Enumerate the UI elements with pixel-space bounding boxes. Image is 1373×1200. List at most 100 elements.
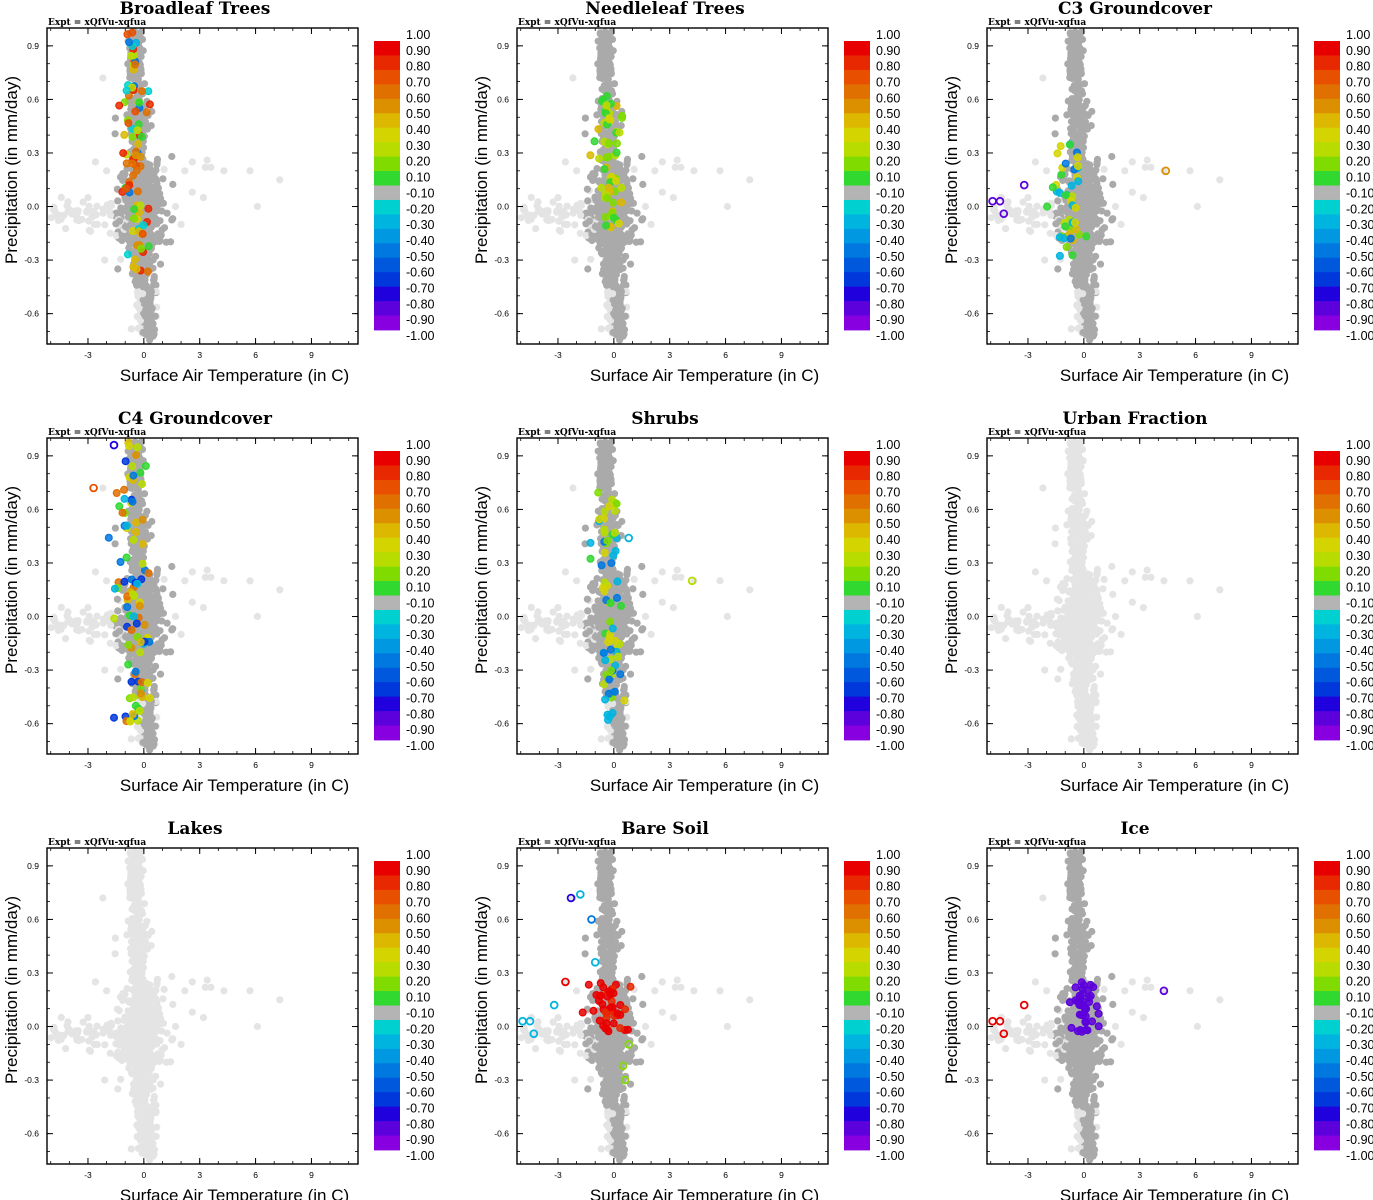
- data-point: [602, 91, 611, 100]
- data-point: [1061, 191, 1070, 200]
- background-point: [584, 197, 592, 205]
- background-point: [145, 323, 153, 331]
- data-point: [131, 701, 140, 710]
- background-point: [101, 666, 109, 674]
- data-point: [604, 139, 613, 148]
- data-point: [122, 521, 131, 530]
- background-point: [596, 60, 604, 68]
- colorbar-swatch: [374, 84, 400, 100]
- background-point: [188, 598, 196, 606]
- colorbar-swatch: [374, 185, 400, 201]
- background-point: [134, 313, 142, 321]
- background-point: [53, 212, 62, 220]
- background-point: [616, 230, 624, 238]
- background-point: [103, 201, 111, 209]
- colorbar-label: 0.90: [876, 44, 900, 58]
- background-point: [1085, 323, 1093, 331]
- background-point: [677, 163, 685, 171]
- background-point: [1084, 189, 1093, 197]
- colorbar-swatch: [1314, 199, 1340, 215]
- background-point: [85, 202, 93, 210]
- data-point: [595, 154, 604, 163]
- colorbar-label: 0.90: [406, 454, 430, 468]
- colorbar: 1.000.900.800.700.600.500.400.300.200.10…: [1314, 28, 1373, 343]
- background-point: [99, 619, 107, 627]
- data-point: [586, 151, 595, 160]
- colorbar-swatch: [844, 228, 870, 244]
- background-point: [84, 194, 92, 202]
- background-point: [600, 81, 608, 90]
- colorbar-label: -0.20: [1346, 202, 1373, 216]
- background-point: [142, 211, 150, 220]
- background-point: [124, 634, 132, 643]
- background-point: [1041, 256, 1049, 264]
- background-point: [669, 194, 678, 202]
- background-point: [145, 733, 153, 741]
- data-point: [126, 717, 135, 726]
- background-point: [1128, 188, 1136, 196]
- background-point: [1046, 229, 1054, 237]
- colorbar-label: -0.40: [1346, 234, 1373, 248]
- background-point: [148, 171, 156, 180]
- background-point: [617, 288, 626, 296]
- colorbar-label: -0.50: [406, 660, 435, 674]
- data-point: [136, 201, 145, 210]
- background-point: [132, 562, 140, 570]
- colorbar-label: -0.10: [406, 596, 435, 610]
- background-point: [1068, 270, 1076, 278]
- background-point: [83, 618, 91, 626]
- background-point: [139, 521, 147, 530]
- background-point: [168, 562, 176, 571]
- background-point: [1054, 265, 1062, 273]
- data-point: [1067, 181, 1076, 190]
- background-point: [127, 325, 135, 333]
- x-tick-label: 0: [141, 350, 146, 360]
- data-point: [130, 205, 139, 214]
- colorbar-swatch: [1314, 69, 1340, 85]
- background-point: [93, 202, 101, 210]
- background-point: [1082, 199, 1091, 207]
- background-point: [1088, 171, 1096, 180]
- data-point: [128, 710, 137, 719]
- data-point: [995, 196, 1005, 206]
- data-point: [601, 221, 610, 230]
- panel-title: C4 Groundcover: [118, 409, 273, 429]
- background-point: [152, 625, 160, 633]
- x-tick-label: 0: [1081, 350, 1086, 360]
- colorbar-label: -1.00: [406, 739, 435, 753]
- colorbar-label: -0.30: [876, 218, 905, 232]
- data-point: [128, 497, 137, 506]
- background-point: [598, 248, 606, 256]
- data-point: [138, 515, 147, 524]
- x-tick-label: 3: [667, 350, 672, 360]
- x-axis-label: Surface Air Temperature (in C): [120, 776, 349, 795]
- background-point: [220, 167, 228, 175]
- colorbar-swatch: [374, 142, 400, 157]
- data-point: [137, 132, 146, 141]
- background-point: [1091, 206, 1099, 214]
- colorbar-label: -0.90: [876, 313, 905, 327]
- background-point: [594, 224, 602, 233]
- data-point: [1061, 222, 1070, 231]
- data-point: [129, 471, 138, 480]
- background-point: [253, 612, 261, 621]
- background-point: [597, 52, 605, 60]
- background-point: [1086, 222, 1094, 230]
- y-tick-label: -0.6: [24, 309, 39, 319]
- background-point: [134, 324, 142, 332]
- background-point: [156, 235, 164, 243]
- colorbar-label: 0.40: [406, 123, 430, 137]
- colorbar-swatch: [844, 286, 870, 302]
- background-point: [79, 608, 87, 616]
- background-point: [619, 264, 627, 272]
- background-point: [1071, 28, 1079, 36]
- colorbar-label: -0.30: [1346, 218, 1373, 232]
- background-point: [171, 202, 180, 211]
- background-point: [151, 206, 159, 214]
- data-point: [1070, 218, 1079, 227]
- data-point: [123, 602, 132, 611]
- background-point: [139, 47, 147, 55]
- data-point: [136, 637, 145, 646]
